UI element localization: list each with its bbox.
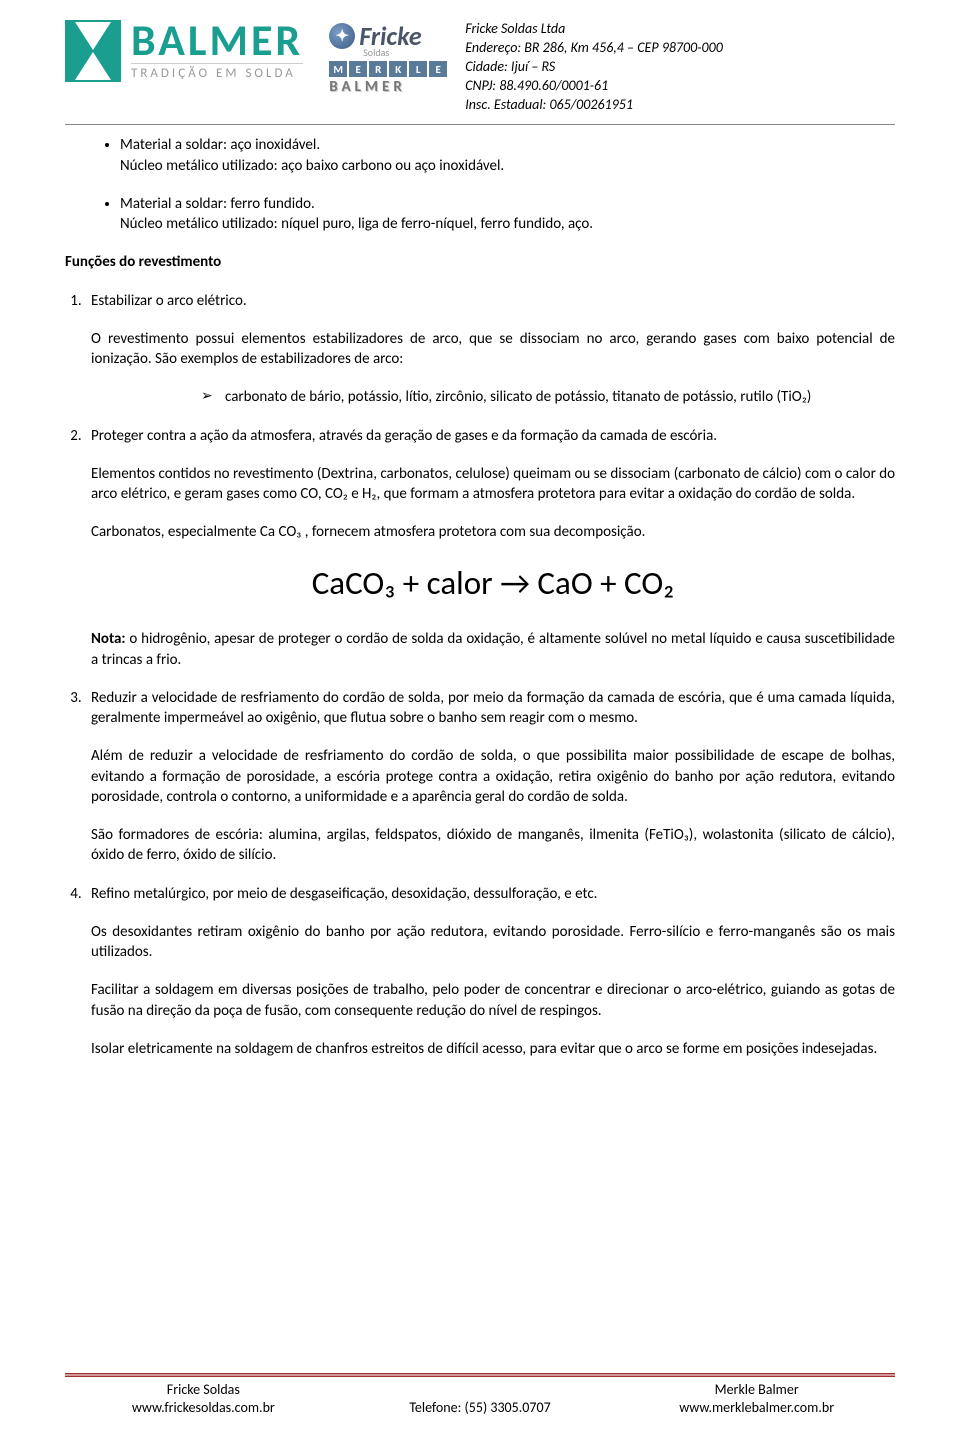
partner-logos: ✦ Fricke Soldas M E R K L E BALMER xyxy=(329,20,447,96)
balmer-logo-name: BALMER xyxy=(131,21,303,61)
company-name: Fricke Soldas Ltda xyxy=(465,20,895,39)
company-address: Endereço: BR 286, Km 456,4 – CEP 98700-0… xyxy=(465,39,895,58)
list-item: Material a soldar: aço inoxidável. Núcle… xyxy=(120,135,885,176)
footer-right: Merkle Balmer www.merklebalmer.com.br xyxy=(618,1381,895,1417)
document-header: BALMER TRADIÇÃO EM SOLDA ✦ Fricke Soldas… xyxy=(65,20,895,114)
list-item: Material a soldar: ferro fundido. Núcleo… xyxy=(120,194,885,235)
fricke-logo-sub: Soldas xyxy=(363,46,447,59)
balmer-logo-icon xyxy=(65,20,121,82)
balmer-logo: BALMER TRADIÇÃO EM SOLDA xyxy=(65,20,303,82)
fricke-logo-icon: ✦ xyxy=(329,23,355,49)
company-info: Fricke Soldas Ltda Endereço: BR 286, Km … xyxy=(465,20,895,114)
company-cnpj: CNPJ: 88.490.60/0001-61 xyxy=(465,77,895,96)
functions-list: Estabilizar o arco elétrico. O revestime… xyxy=(85,291,895,1059)
list-item: Estabilizar o arco elétrico. O revestime… xyxy=(85,291,895,408)
company-insc: Insc. Estadual: 065/00261951 xyxy=(465,96,895,115)
company-city: Cidade: Ijuí – RS xyxy=(465,58,895,77)
header-divider xyxy=(65,124,895,125)
footer-left: Fricke Soldas www.frickesoldas.com.br xyxy=(65,1381,342,1417)
list-item: carbonato de bário, potássio, lítio, zir… xyxy=(201,387,885,407)
document-footer: Fricke Soldas www.frickesoldas.com.br Te… xyxy=(65,1373,895,1417)
list-item: Reduzir a velocidade de resfriamento do … xyxy=(85,688,895,866)
balmer-logo-tagline: TRADIÇÃO EM SOLDA xyxy=(131,63,303,81)
document-body: Material a soldar: aço inoxidável. Núcle… xyxy=(65,135,895,1059)
list-item: Proteger contra a ação da atmosfera, atr… xyxy=(85,426,895,670)
merkle-logo: M E R K L E xyxy=(329,61,447,77)
material-list: Material a soldar: aço inoxidável. Núcle… xyxy=(120,135,885,234)
merkle-balmer-sub: BALMER xyxy=(329,78,447,96)
section-title: Funções do revestimento xyxy=(65,252,895,272)
footer-mid: Telefone: (55) 3305.0707 xyxy=(342,1399,619,1417)
note-paragraph: Nota: o hidrogênio, apesar de proteger o… xyxy=(91,629,895,670)
chemical-formula: CaCO₃ + calor → CaO + CO₂ xyxy=(91,561,895,606)
footer-divider xyxy=(65,1373,895,1377)
examples-list: carbonato de bário, potássio, lítio, zir… xyxy=(201,387,895,407)
list-item: Refino metalúrgico, por meio de desgasei… xyxy=(85,884,895,1060)
